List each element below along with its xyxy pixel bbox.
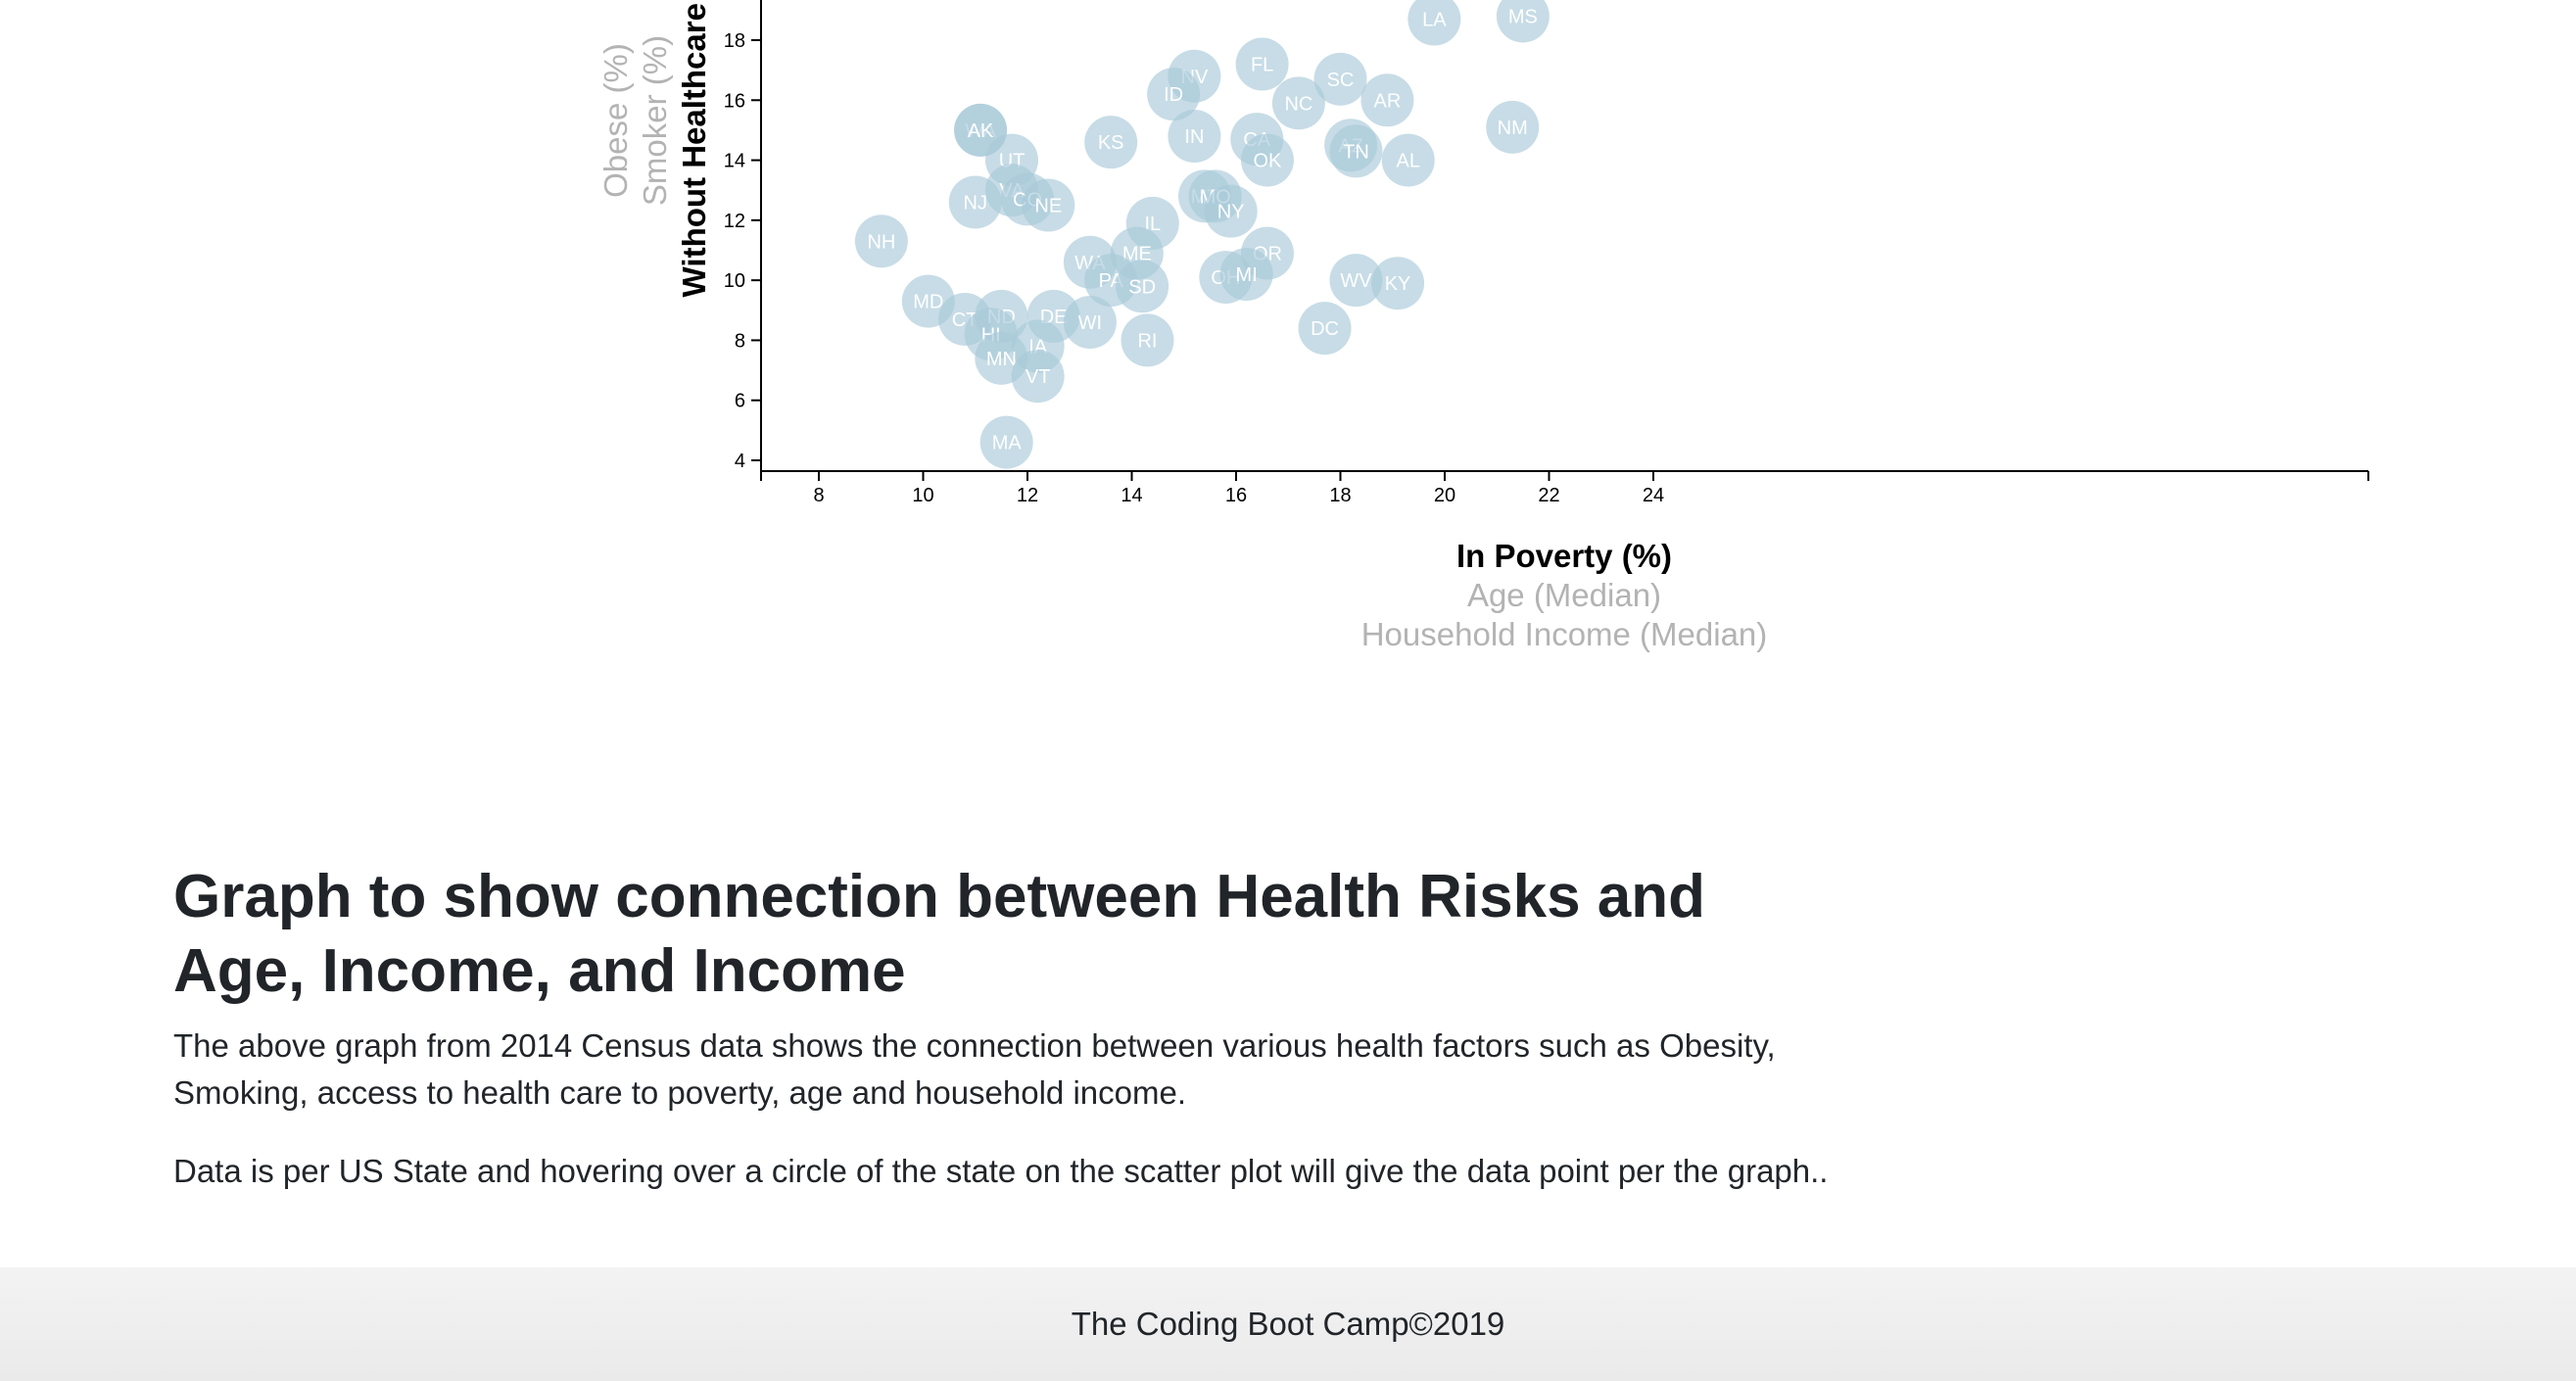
x-axis-label-active[interactable]: In Poverty (%) [1456, 538, 1672, 574]
state-label: AL [1396, 151, 1419, 172]
state-label: MD [913, 292, 943, 313]
state-point-ms[interactable] [1496, 0, 1550, 43]
state-point-sd[interactable] [1116, 260, 1169, 313]
state-point-ny[interactable] [1204, 184, 1258, 238]
state-point-wi[interactable] [1063, 296, 1117, 350]
x-axis-label-option[interactable]: Household Income (Median) [1361, 616, 1768, 652]
state-point-nh[interactable] [854, 214, 908, 268]
state-point-wv[interactable] [1329, 254, 1383, 308]
footer-text: The Coding Boot Camp©2019 [1071, 1306, 1505, 1342]
scatter-chart: 8 10 12 14 16 18 20 22 24 4 6 8 10 12 14 16 18 LA MS FL NV SC… [0, 0, 2576, 686]
state-label: AR [1374, 90, 1402, 112]
state-label: WI [1078, 312, 1102, 334]
state-point-mi[interactable] [1219, 248, 1273, 302]
state-point-nj[interactable] [948, 175, 1002, 229]
description-section: Graph to show connection between Health … [173, 860, 1838, 1195]
state-label: AK [968, 120, 994, 142]
state-point-ky[interactable] [1371, 257, 1425, 310]
state-label: NE [1034, 196, 1062, 217]
state-point-ks[interactable] [1084, 116, 1138, 169]
state-label: NC [1284, 93, 1312, 115]
state-point-id[interactable] [1147, 68, 1201, 121]
x-tick-label: 12 [1017, 485, 1038, 506]
state-point-nc[interactable] [1271, 76, 1325, 130]
state-label: MN [986, 349, 1017, 370]
state-point-nm[interactable] [1486, 100, 1540, 154]
state-point-ma[interactable] [979, 415, 1033, 469]
state-label: NH [867, 231, 895, 253]
state-label: WV [1340, 270, 1372, 292]
state-label: KS [1098, 132, 1124, 154]
state-point-in[interactable] [1168, 110, 1221, 164]
state-label: ME [1122, 244, 1152, 265]
x-axis-label-option[interactable]: Age (Median) [1467, 577, 1661, 613]
state-point-tn[interactable] [1329, 124, 1383, 178]
x-tick-label: 14 [1121, 485, 1142, 506]
state-label: NJ [964, 192, 987, 214]
state-label: OK [1253, 151, 1282, 172]
description-paragraph-2: Data is per US State and hovering over a… [173, 1153, 1829, 1189]
y-tick-label: 16 [724, 90, 745, 112]
x-tick-label: 22 [1538, 485, 1559, 506]
y-tick-label: 4 [735, 451, 745, 472]
page-footer: The Coding Boot Camp©2019 [0, 1267, 2576, 1381]
x-tick-label: 20 [1434, 485, 1455, 506]
state-label: MA [992, 433, 1023, 454]
state-label: VT [1026, 366, 1051, 388]
state-label: RI [1137, 330, 1157, 352]
x-tick-label: 18 [1329, 485, 1351, 506]
state-point-ok[interactable] [1240, 133, 1294, 187]
state-label: FL [1251, 55, 1273, 76]
state-point-vt[interactable] [1011, 350, 1065, 404]
state-label: MS [1508, 6, 1538, 27]
y-axis-label-option[interactable]: Obese (%) [597, 43, 634, 198]
x-tick-label: 10 [912, 485, 933, 506]
state-point-fl[interactable] [1235, 37, 1289, 91]
state-label: NY [1217, 202, 1245, 223]
y-tick-label: 10 [724, 270, 745, 292]
x-tick-label: 24 [1643, 485, 1664, 506]
state-label: TN [1343, 141, 1369, 163]
y-tick-label: 18 [724, 30, 745, 52]
state-label: KY [1385, 273, 1411, 295]
y-axis-label-active[interactable]: Without Healthcare (%) [676, 0, 712, 297]
y-tick-label: 6 [735, 391, 745, 412]
state-point-al[interactable] [1381, 133, 1435, 187]
state-label: DC [1311, 318, 1339, 340]
state-point-ri[interactable] [1121, 313, 1174, 367]
state-point-ar[interactable] [1360, 73, 1414, 127]
state-label: SD [1128, 276, 1156, 298]
state-label: IN [1184, 126, 1204, 148]
state-point-la[interactable] [1407, 0, 1461, 46]
y-tick-label: 12 [724, 211, 745, 232]
y-axis-label-option[interactable]: Smoker (%) [637, 35, 673, 206]
state-point-dc[interactable] [1298, 302, 1352, 356]
y-tick-label: 14 [724, 151, 745, 172]
state-label: NM [1498, 118, 1528, 139]
state-point-sc[interactable] [1313, 52, 1367, 106]
x-tick-label: 16 [1225, 485, 1247, 506]
state-label: SC [1327, 70, 1355, 91]
y-tick-label: 8 [735, 330, 745, 352]
state-label: ID [1164, 84, 1183, 106]
page-heading: Graph to show connection between Health … [173, 863, 1706, 1005]
state-label: LA [1422, 10, 1447, 31]
state-label: MI [1236, 264, 1258, 286]
description-paragraph-1: The above graph from 2014 Census data sh… [173, 1027, 1776, 1111]
x-tick-label: 8 [813, 485, 824, 506]
state-point-ne[interactable] [1022, 178, 1075, 232]
